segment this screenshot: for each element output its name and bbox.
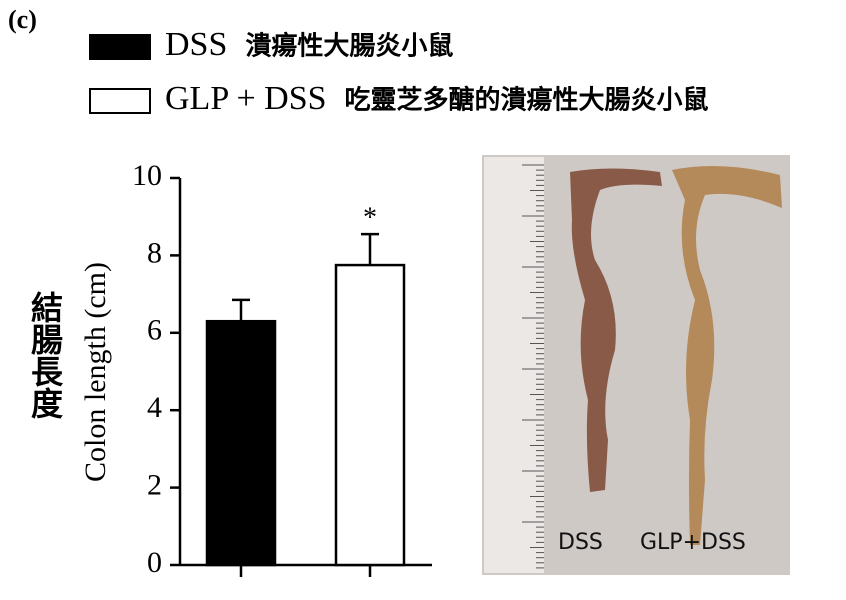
photo bbox=[482, 155, 790, 575]
y-axis-label-zh: 結腸長度 bbox=[26, 291, 64, 420]
colon-glp bbox=[672, 166, 782, 545]
photo-label: DSS bbox=[558, 530, 603, 555]
bar bbox=[334, 263, 406, 567]
y-tick-label: 0 bbox=[147, 546, 162, 579]
legend-description: 吃靈芝多醣的潰瘍性大腸炎小鼠 bbox=[345, 85, 709, 116]
ruler bbox=[484, 157, 544, 573]
colon-dss bbox=[570, 168, 662, 492]
legend-swatch bbox=[89, 88, 151, 114]
y-tick-label: 4 bbox=[147, 391, 162, 424]
y-tick-label: 10 bbox=[132, 159, 162, 192]
legend-swatch bbox=[89, 34, 151, 60]
y-tick-label: 6 bbox=[147, 314, 162, 347]
legend-description: 潰瘍性大腸炎小鼠 bbox=[245, 31, 453, 62]
bar bbox=[205, 319, 277, 567]
legend-label: GLP + DSS bbox=[165, 80, 327, 117]
legend-label: DSS bbox=[165, 26, 227, 63]
y-axis-label: Colon length (cm) bbox=[79, 262, 112, 482]
y-tick-label: 8 bbox=[147, 236, 162, 269]
panel-label: (c) bbox=[8, 5, 37, 34]
y-tick-label: 2 bbox=[147, 468, 162, 501]
significance: * bbox=[363, 203, 377, 234]
photo-label: GLP+DSS bbox=[640, 530, 746, 555]
